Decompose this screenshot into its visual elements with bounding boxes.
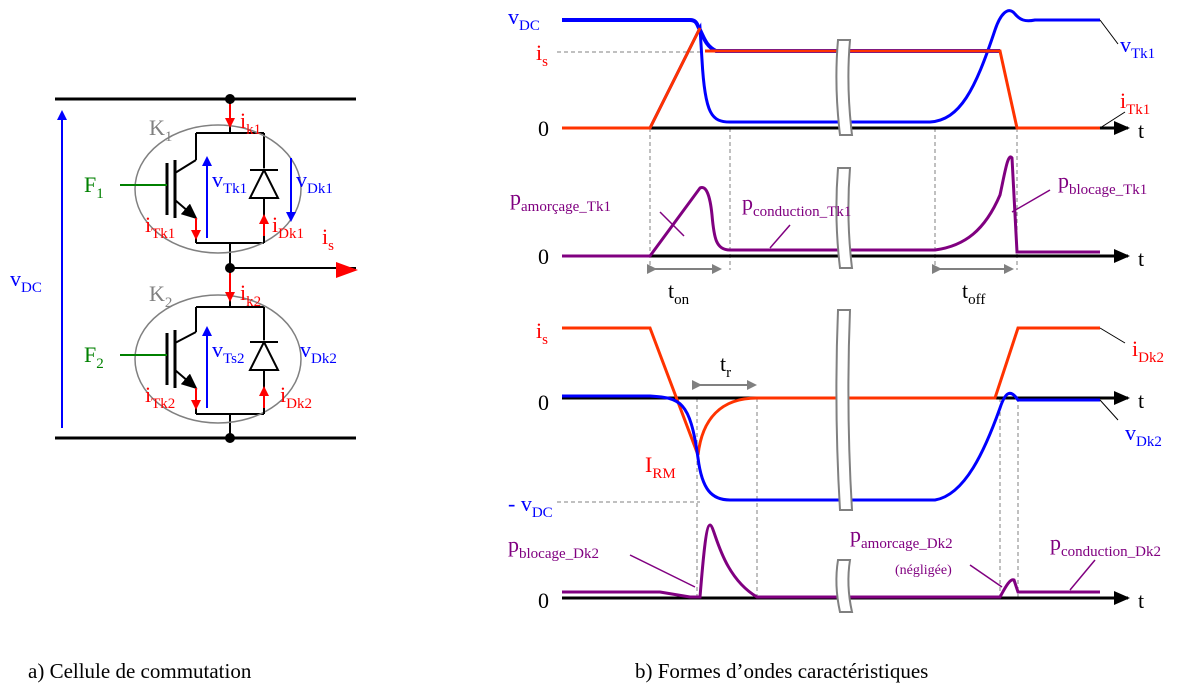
label-toff: toff [962, 278, 985, 308]
t-axis-panel4: t [1138, 588, 1144, 613]
zero-panel3: 0 [538, 390, 549, 415]
t-axis-panel1: t [1138, 118, 1144, 143]
caption-left: a) Cellule de commutation [28, 659, 252, 683]
label-idk2: iDk2 [280, 382, 312, 412]
p-conduction-tk1-pointer [769, 224, 791, 249]
p-blocage-tk1-pointer [1011, 189, 1051, 213]
label-is-circuit: is [322, 224, 334, 254]
label-neg-vdc: - vDC [508, 491, 553, 521]
label-ik2: ik2 [240, 280, 261, 310]
label-p-amorcage-tk1: pamorçage_Tk1 [510, 185, 611, 215]
label-idk1: iDk1 [272, 212, 304, 242]
label-p-conduction-dk2: pconduction_Dk2 [1050, 530, 1161, 560]
label-vdc-circuit: vDC [10, 266, 42, 296]
label-is-level: is [536, 40, 548, 70]
vtk1-pointer [1099, 19, 1119, 45]
label-itk1-wave: iTk1 [1120, 88, 1150, 118]
idk2-wave [562, 326, 1100, 456]
label-vtk1-wave: vTk1 [1120, 32, 1155, 62]
label-negligee: (négligée) [895, 563, 952, 578]
caption-right: b) Formes d’ondes caractéristiques [635, 659, 928, 683]
circuit-arrows [57, 104, 358, 428]
vtk1-top-segment [562, 18, 1000, 53]
label-vtk1: vTk1 [212, 167, 247, 197]
zero-panel2: 0 [538, 244, 549, 269]
label-p-blocage-dk2: pblocage_Dk2 [508, 532, 599, 562]
zero-panel4: 0 [538, 588, 549, 613]
label-k2: K2 [149, 281, 172, 311]
itk1-pointer [1099, 111, 1126, 129]
label-vdc-level: vDC [508, 4, 540, 34]
is-output-arrow [336, 262, 358, 278]
circuit-labels: vDC K1 K2 F1 F2 ik1 ik2 vTk1 vDk1 iTk1 i… [10, 108, 337, 412]
label-ik1: ik1 [240, 108, 261, 138]
vdk2-pointer [1099, 399, 1119, 421]
p-dk2-wave [562, 523, 1100, 599]
label-irm: IRM [645, 452, 676, 482]
label-vts2: vTs2 [212, 337, 244, 367]
zero-panel1: 0 [538, 116, 549, 141]
label-p-amorcage-dk2: pamorcage_Dk2 [850, 522, 953, 552]
igbt-tk2-symbol [120, 330, 198, 414]
vdk2-wave [562, 391, 1100, 502]
p-tk1-wave [562, 155, 1100, 258]
label-tr: tr [720, 351, 731, 381]
label-vdk1: vDk1 [296, 167, 333, 197]
guide-lines [557, 51, 1019, 598]
itk1-wave [705, 49, 1100, 130]
k1-switch-outline [134, 124, 302, 254]
label-p-blocage-tk1: pblocage_Tk1 [1058, 168, 1147, 198]
vtk1-wave [562, 9, 1100, 130]
label-vdk2: vDk2 [300, 337, 337, 367]
p-amorcage-dk2-pointer [969, 564, 1003, 588]
p-conduction-dk2-pointer [1069, 559, 1096, 591]
label-is-level2: is [536, 318, 548, 348]
p-blocage-dk2-pointer [629, 554, 696, 588]
label-vdk2-wave: vDk2 [1125, 420, 1162, 450]
t-axis-panel2: t [1138, 246, 1144, 271]
idk2-pointer [1099, 327, 1126, 344]
label-k1: K1 [149, 115, 172, 145]
label-itk1: iTk1 [145, 212, 175, 242]
label-ton: ton [668, 278, 690, 308]
label-itk2: iTk2 [145, 382, 175, 412]
waveform-labels: vDC is 0 t vTk1 iTk1 0 t pamorçage_Tk1 p… [508, 4, 1164, 613]
label-f2: F2 [84, 342, 104, 372]
t-axis-panel3: t [1138, 388, 1144, 413]
k2-switch-outline [134, 294, 302, 424]
switching-cell-circuit [55, 94, 356, 443]
p-amorcage-tk1-pointer [659, 211, 685, 237]
label-p-conduction-tk1: pconduction_Tk1 [742, 190, 851, 220]
label-f1: F1 [84, 172, 104, 202]
time-break-marks [835, 39, 854, 613]
label-idk2-wave: iDk2 [1132, 336, 1164, 366]
itk1-rise [562, 27, 702, 130]
